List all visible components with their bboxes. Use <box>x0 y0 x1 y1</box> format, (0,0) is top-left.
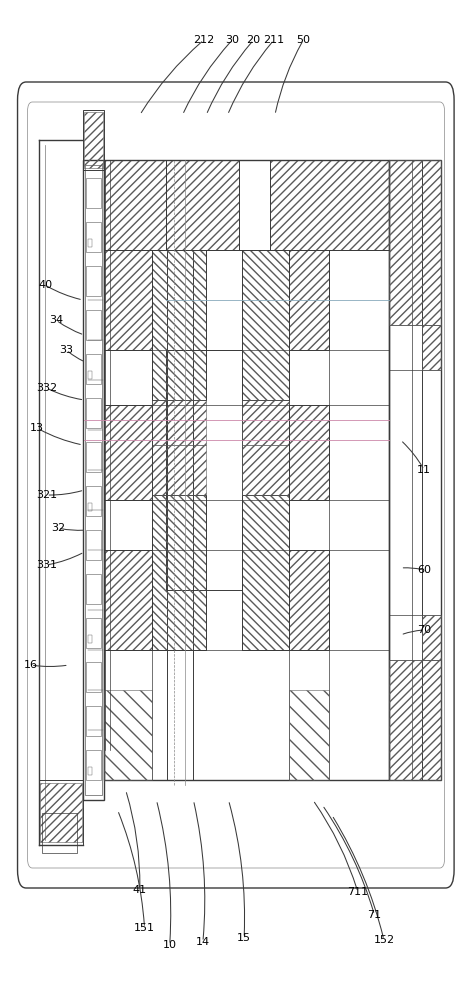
Bar <box>242 445 289 495</box>
Bar <box>86 706 101 736</box>
Bar <box>84 112 103 168</box>
Text: 14: 14 <box>196 937 210 947</box>
Text: 30: 30 <box>225 35 239 45</box>
Text: 211: 211 <box>264 35 284 45</box>
Bar <box>104 550 152 650</box>
Bar <box>152 250 206 400</box>
Text: 331: 331 <box>36 560 57 570</box>
Text: 60: 60 <box>417 565 431 575</box>
Bar <box>104 160 166 250</box>
Bar <box>289 250 329 350</box>
Bar <box>88 767 92 775</box>
Bar <box>389 660 441 780</box>
Text: 70: 70 <box>417 625 431 635</box>
Text: 15: 15 <box>237 933 251 943</box>
Bar <box>289 690 329 780</box>
Bar <box>289 550 329 650</box>
Text: 50: 50 <box>296 35 310 45</box>
Bar <box>104 405 152 500</box>
Bar <box>86 662 101 692</box>
Bar <box>86 178 101 208</box>
Bar <box>242 495 289 650</box>
Text: 332: 332 <box>36 383 57 393</box>
Bar <box>422 615 441 660</box>
Bar <box>104 405 152 500</box>
Text: 11: 11 <box>417 465 431 475</box>
Bar <box>86 618 101 648</box>
Text: 16: 16 <box>24 660 38 670</box>
Bar <box>242 495 289 650</box>
Text: 10: 10 <box>163 940 177 950</box>
Bar <box>166 160 239 250</box>
Bar <box>40 783 82 842</box>
Bar <box>152 495 206 650</box>
Bar <box>152 495 206 650</box>
Text: 212: 212 <box>193 35 214 45</box>
Bar <box>88 371 92 379</box>
Bar <box>166 160 239 250</box>
Bar <box>289 405 329 500</box>
Bar <box>104 160 389 250</box>
Bar <box>104 550 152 650</box>
Text: 41: 41 <box>133 885 147 895</box>
Bar <box>88 239 92 247</box>
Bar <box>104 250 152 350</box>
Bar <box>289 405 329 500</box>
Bar <box>86 486 101 516</box>
Text: 33: 33 <box>59 345 73 355</box>
Bar <box>422 325 441 370</box>
Bar <box>270 160 389 250</box>
Bar <box>152 400 206 445</box>
Bar <box>389 160 441 780</box>
Bar <box>242 400 289 445</box>
Text: 711: 711 <box>347 887 368 897</box>
Bar <box>86 222 101 252</box>
Text: 152: 152 <box>374 935 394 945</box>
Bar <box>83 110 104 170</box>
Bar <box>85 165 102 795</box>
Text: 13: 13 <box>30 423 44 433</box>
Bar <box>42 813 77 853</box>
Bar <box>166 350 242 590</box>
Bar <box>86 398 101 428</box>
Bar <box>86 310 101 340</box>
Bar <box>88 635 92 643</box>
Bar <box>39 780 83 845</box>
Bar <box>242 250 289 400</box>
Bar <box>104 160 166 250</box>
Bar <box>86 354 101 384</box>
Bar <box>270 160 389 250</box>
Bar <box>104 250 152 350</box>
Bar <box>86 750 101 780</box>
Bar <box>86 530 101 560</box>
Bar <box>152 250 206 400</box>
Text: 20: 20 <box>246 35 261 45</box>
Bar <box>86 442 101 472</box>
Bar <box>88 503 92 511</box>
Text: 71: 71 <box>367 910 382 920</box>
Text: 32: 32 <box>51 523 65 533</box>
Bar <box>242 250 289 400</box>
Bar <box>104 160 389 780</box>
Text: 321: 321 <box>36 490 57 500</box>
Bar <box>152 445 206 495</box>
Text: 34: 34 <box>49 315 63 325</box>
Bar <box>289 550 329 650</box>
Text: 151: 151 <box>134 923 155 933</box>
Bar <box>389 160 441 325</box>
Bar <box>104 690 152 780</box>
Bar <box>86 266 101 296</box>
Bar <box>289 250 329 350</box>
Bar <box>83 160 104 800</box>
Text: 40: 40 <box>38 280 52 290</box>
Bar <box>86 574 101 604</box>
